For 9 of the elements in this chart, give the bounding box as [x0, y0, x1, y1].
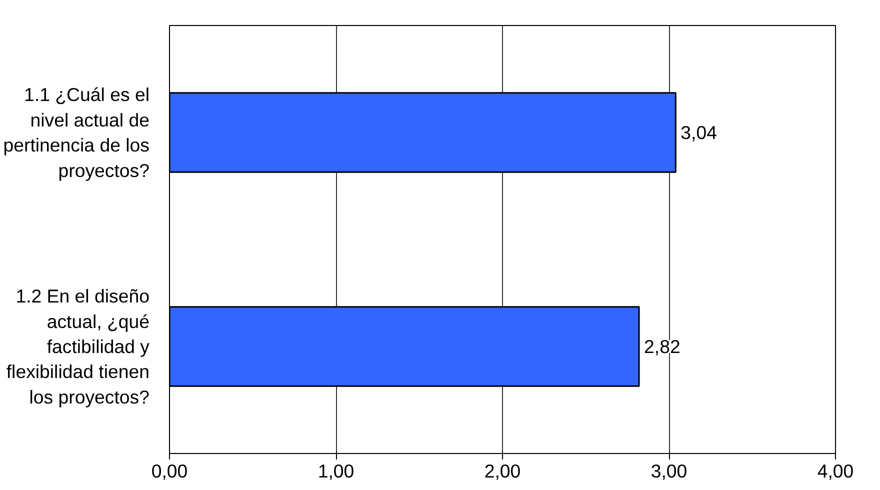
- x-tick-label: 4,00: [817, 460, 854, 482]
- y-tick-label: 1.2 En el diseño actual, ¿qué factibilidad y flexibilidad tienen los proyectos?: [6, 286, 150, 408]
- y-tick-label: 1.1 ¿Cuál es el nivel actual de pertinencia de los proyectos?: [3, 84, 150, 181]
- x-tick-label: 2,00: [484, 460, 521, 482]
- data-label: 3,04: [680, 122, 717, 143]
- data-label: 2,82: [644, 336, 680, 357]
- x-tick-label: 1,00: [318, 460, 354, 482]
- x-tick-label: 0,00: [151, 460, 188, 482]
- x-tick-label: 3,00: [650, 460, 688, 482]
